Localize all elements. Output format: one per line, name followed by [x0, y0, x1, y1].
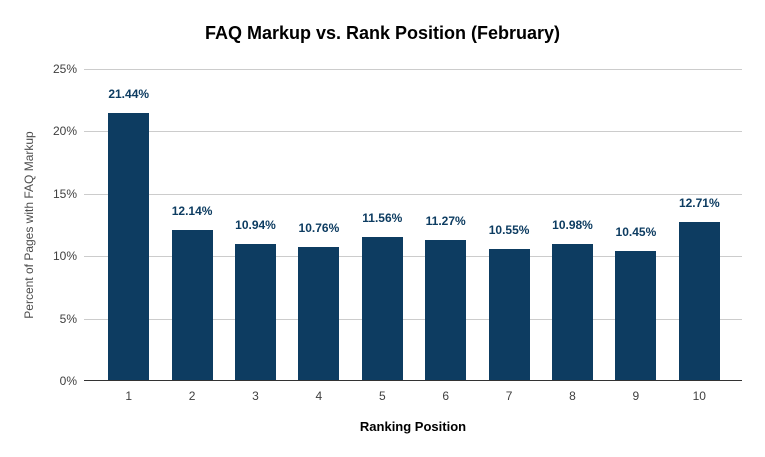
x-tick-label: 3 — [252, 389, 259, 403]
y-axis-tick-labels: 0% 5% 10% 15% 20% 25% — [0, 0, 77, 457]
gridline — [84, 318, 742, 320]
x-axis-baseline — [84, 380, 742, 381]
bar-value-label: 10.98% — [552, 217, 593, 232]
bar — [298, 246, 340, 381]
bar — [171, 229, 213, 381]
y-tick-label: 20% — [52, 124, 77, 139]
x-tick-label: 1 — [125, 389, 133, 403]
bar-value-label: 11.27% — [425, 214, 466, 229]
x-tick-label: 5 — [378, 389, 386, 403]
x-axis-title: Ranking Position — [359, 419, 467, 434]
x-tick-label: 4 — [315, 389, 323, 403]
bar — [488, 249, 530, 381]
x-tick-label: 9 — [632, 389, 640, 403]
x-tick-label: 10 — [692, 389, 706, 403]
bar-value-label: 10.55% — [488, 223, 530, 238]
chart-title: FAQ Markup vs. Rank Position (February) — [204, 23, 561, 43]
gridline — [84, 69, 742, 70]
bar — [615, 250, 657, 381]
y-tick-label: 10% — [52, 249, 77, 264]
bar-value-label: 12.14% — [171, 203, 213, 218]
bar-value-label: 11.56% — [362, 210, 403, 225]
bar — [678, 222, 720, 381]
bar — [235, 244, 276, 381]
y-tick-label: 0% — [59, 374, 77, 388]
bar-value-label: 10.45% — [615, 224, 657, 239]
bar-value-label: 12.71% — [678, 196, 720, 211]
x-tick-label: 2 — [188, 389, 196, 403]
x-tick-label: 6 — [442, 389, 450, 403]
plot-area: 21.44% 12.14% 10.94% 10.76% 11.56% 11.27% 10.5… — [84, 69, 742, 403]
x-tick-label: 7 — [505, 389, 513, 403]
y-tick-label: 25% — [52, 62, 77, 76]
gridline — [84, 193, 742, 195]
gridline — [84, 131, 742, 133]
x-tick-label: 8 — [569, 389, 576, 403]
bar — [108, 113, 150, 381]
y-tick-label: 15% — [52, 186, 77, 201]
bar-value-label: 10.76% — [298, 220, 340, 235]
gridline — [84, 256, 742, 258]
bar — [425, 240, 467, 381]
bars-layer: 21.44% 12.14% 10.94% 10.76% 11.56% 11.27% 10.5… — [97, 69, 731, 381]
bar — [361, 236, 403, 381]
bar-value-label: 10.94% — [235, 218, 276, 233]
y-tick-label: 5% — [59, 311, 77, 326]
bar-value-label: 21.44% — [108, 87, 150, 102]
bar — [552, 243, 593, 381]
